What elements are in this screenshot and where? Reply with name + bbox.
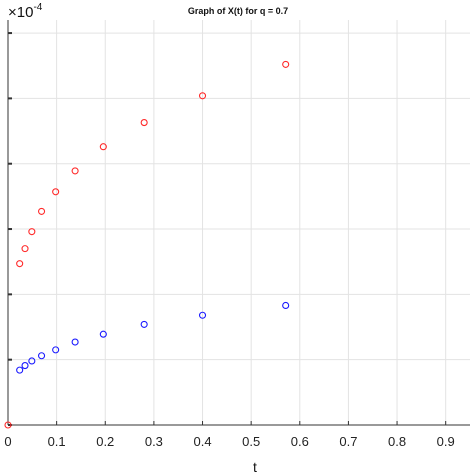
- data-point: [28, 228, 36, 236]
- data-point: [198, 311, 207, 319]
- x-tick-label: 0.7: [339, 434, 357, 449]
- data-point: [21, 245, 29, 253]
- data-point: [99, 143, 107, 151]
- x-tick-label: 0.6: [291, 434, 309, 449]
- x-tick-label: 0.5: [242, 434, 260, 449]
- data-point: [38, 207, 46, 215]
- x-axis-label: t: [253, 459, 257, 474]
- x-tick-label: 0.8: [388, 434, 406, 449]
- x-tick-label: 0: [4, 434, 11, 449]
- x-tick-label: 0.1: [48, 434, 66, 449]
- data-point: [140, 320, 148, 328]
- data-point: [38, 352, 46, 360]
- data-point: [16, 260, 24, 268]
- data-point: [52, 188, 60, 196]
- data-point: [282, 301, 290, 310]
- chart-title: Graph of X(t) for q = 0.7: [188, 6, 288, 16]
- data-point: [99, 330, 107, 338]
- data-points: [4, 60, 290, 429]
- data-point: [140, 119, 148, 127]
- data-point: [28, 357, 36, 365]
- data-point: [71, 167, 79, 175]
- x-tick-label: 0.4: [193, 434, 211, 449]
- data-point: [16, 366, 24, 374]
- axes: [7, 20, 470, 426]
- y-exponent-power: -4: [33, 2, 42, 13]
- y-exponent-base: ×10: [8, 4, 33, 21]
- data-point: [21, 362, 29, 370]
- x-tick-label: 0.3: [145, 434, 163, 449]
- x-tick-label: 0.9: [437, 434, 455, 449]
- x-tick-label: 0.2: [96, 434, 114, 449]
- data-point: [71, 338, 79, 346]
- data-point: [52, 346, 60, 354]
- data-point: [198, 92, 207, 100]
- x-tick-labels: 0 0.1 0.2 0.3 0.4 0.5 0.6 0.7 0.8 0.9: [4, 421, 455, 449]
- data-point: [282, 60, 290, 68]
- y-exponent: ×10-4: [8, 2, 43, 21]
- data-point: [4, 421, 12, 429]
